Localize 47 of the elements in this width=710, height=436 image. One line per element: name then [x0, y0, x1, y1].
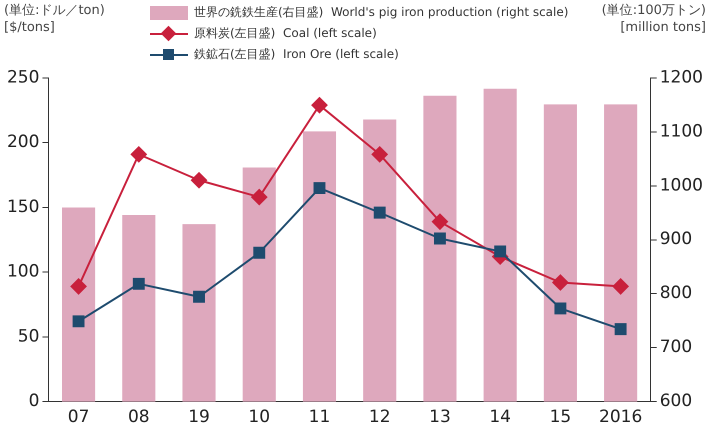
x-tick-label: 10 — [248, 407, 270, 428]
x-tick-label: 2016 — [598, 407, 642, 428]
y2-tick-label: 1200 — [660, 67, 703, 88]
point — [612, 278, 629, 294]
y2-axis-title: (単位:100万トン) [million tons] — [602, 2, 706, 36]
point — [130, 146, 147, 162]
point — [552, 274, 568, 291]
point — [434, 232, 446, 244]
point — [193, 290, 205, 303]
y-tick-label: 150 — [6, 196, 40, 217]
point — [132, 278, 145, 290]
y-tick-label: 250 — [6, 67, 40, 88]
point — [311, 97, 328, 114]
y2-tick-label: 800 — [660, 283, 692, 304]
x-tick-label: 07 — [68, 407, 90, 428]
y-axis-title: (単位:ドル／ton) [$/tons] — [4, 2, 105, 36]
y2-tick-label: 1000 — [660, 175, 703, 196]
y-tick-label: 100 — [6, 262, 40, 282]
point — [494, 246, 506, 258]
x-tick-label: 08 — [128, 407, 150, 428]
y2-tick-label: 600 — [660, 391, 692, 412]
y-tick-label: 50 — [18, 326, 40, 346]
point — [554, 302, 566, 314]
legend-label: 原料炭(左目盛) Coal (left scale) — [194, 25, 377, 42]
y2-tick-label: 700 — [660, 337, 692, 358]
x-tick-label: 11 — [308, 407, 330, 428]
x-tick-label: 13 — [429, 407, 451, 428]
y2-tick-label: 1100 — [660, 121, 703, 142]
x-tick-label: 12 — [368, 407, 391, 428]
point — [72, 315, 85, 328]
y-tick-label: 200 — [6, 132, 40, 152]
point — [372, 146, 388, 162]
point — [314, 182, 326, 194]
x-tick-label: 15 — [550, 407, 572, 428]
legend-label: 世界の銑鉄生産(右目盛) World's pig iron production (right scale) — [194, 4, 568, 21]
x-tick-label: 14 — [489, 407, 511, 428]
y2-tick-label: 900 — [660, 229, 692, 250]
legend-label: 鉄鉱石(左目盛) Iron Ore (left scale) — [194, 46, 399, 63]
point — [614, 323, 627, 336]
point — [191, 172, 208, 188]
point — [251, 189, 268, 206]
x-tick-label: 19 — [188, 407, 210, 428]
point — [432, 214, 448, 230]
point — [253, 246, 266, 259]
y-tick-label: 0 — [28, 391, 40, 412]
point — [374, 206, 386, 219]
point — [70, 278, 87, 294]
